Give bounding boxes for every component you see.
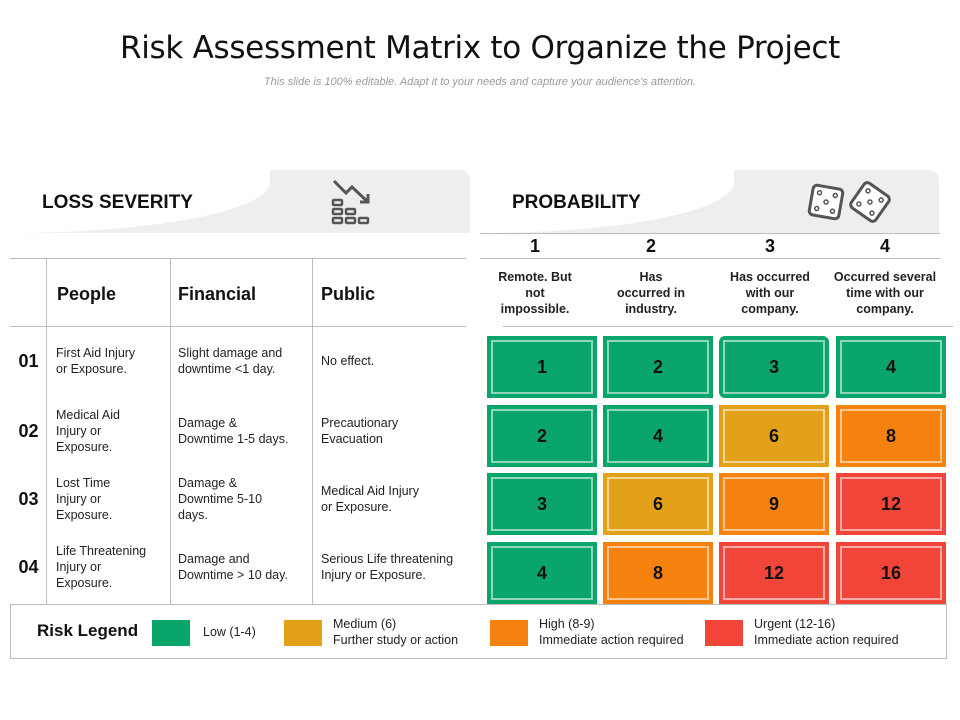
loss-severity-banner: LOSS SEVERITY — [10, 170, 470, 233]
legend-swatch-high — [490, 620, 528, 646]
risk-score: 2 — [652, 356, 663, 377]
column-header-public: Public — [321, 284, 376, 304]
risk-matrix-cell-low: 3 — [719, 336, 829, 398]
risk-score: 1 — [536, 356, 547, 377]
legend-swatch-medium — [284, 620, 322, 646]
severity-row-cell: Damage & Downtime 1-5 days. — [178, 396, 310, 466]
probability-label: PROBABILITY — [512, 192, 641, 213]
severity-row-cell: 04 — [10, 532, 47, 602]
severity-row-cell: Lost Time Injury or Exposure. — [56, 464, 168, 534]
severity-row-cell: 03 — [10, 464, 47, 534]
severity-row-number: 03 — [18, 488, 39, 509]
severity-row-cell: No effect. — [321, 326, 466, 396]
risk-legend: Risk Legend Low (1-4) Medium (6) Further… — [10, 604, 947, 659]
probability-level-description: Has occurred in industry. — [616, 270, 686, 316]
people-cell: Lost Time Injury or Exposure. — [56, 476, 113, 522]
probability-level-description: Has occurred with our company. — [730, 270, 810, 316]
risk-score: 6 — [768, 425, 779, 446]
risk-matrix-cell-high: 8 — [836, 405, 946, 467]
people-cell: Life Threatening Injury or Exposure. — [56, 544, 147, 590]
severity-row-number: 01 — [18, 350, 39, 371]
risk-matrix-cell-medium: 6 — [603, 473, 713, 535]
legend-label-urgent: Urgent (12-16) Immediate action required — [754, 617, 899, 647]
risk-score: 4 — [885, 356, 896, 377]
severity-row-cell: Life Threatening Injury or Exposure. — [56, 532, 168, 602]
declining-chart-icon — [331, 179, 370, 225]
risk-matrix-cell-urgent: 12 — [719, 542, 829, 604]
people-cell: Medical Aid Injury or Exposure. — [56, 408, 120, 454]
financial-cell: Damage and Downtime > 10 day. — [178, 552, 288, 582]
severity-row-cell: Serious Life threatening Injury or Expos… — [321, 532, 466, 602]
financial-cell: Damage & Downtime 5-10 days. — [178, 476, 263, 522]
probability-level-number: 1 — [529, 236, 540, 256]
risk-matrix-cell-low: 2 — [603, 336, 713, 398]
risk-score: 4 — [536, 562, 547, 583]
risk-matrix-cell-urgent: 16 — [836, 542, 946, 604]
risk-matrix-cell-urgent: 12 — [836, 473, 946, 535]
risk-matrix-cell-medium: 6 — [719, 405, 829, 467]
probability-level-number: 3 — [764, 236, 775, 256]
risk-score: 8 — [652, 562, 663, 583]
risk-matrix-cell-low: 1 — [487, 336, 597, 398]
legend-label-medium: Medium (6) Further study or action — [333, 617, 459, 647]
severity-row-number: 04 — [18, 556, 39, 577]
risk-matrix-cell-low: 4 — [836, 336, 946, 398]
risk-matrix-cell-low: 2 — [487, 405, 597, 467]
risk-matrix-cell-high: 8 — [603, 542, 713, 604]
financial-cell: Damage & Downtime 1-5 days. — [178, 416, 289, 446]
risk-score: 12 — [763, 562, 785, 583]
severity-row-cell: Precautionary Evacuation — [321, 396, 466, 466]
risk-score: 9 — [768, 493, 779, 514]
severity-row-cell: 01 — [10, 326, 47, 396]
legend-title: Risk Legend — [37, 621, 139, 640]
severity-row-cell: 02 — [10, 396, 47, 466]
severity-row-cell: Medical Aid Injury or Exposure. — [321, 464, 466, 534]
severity-row-cell: Damage & Downtime 5-10 days. — [178, 464, 310, 534]
probability-level-description: Remote. But not impossible. — [498, 270, 572, 316]
probability-level-number: 4 — [879, 236, 890, 256]
loss-severity-label: LOSS SEVERITY — [42, 192, 193, 213]
legend-label-high: High (8-9) Immediate action required — [539, 617, 684, 647]
probability-level-description: Occurred several time with our company. — [833, 270, 937, 316]
legend-swatch-urgent — [705, 620, 743, 646]
risk-matrix-cell-low: 4 — [603, 405, 713, 467]
public-cell: Precautionary Evacuation — [321, 416, 399, 446]
severity-row-cell: Damage and Downtime > 10 day. — [178, 532, 310, 602]
risk-matrix-cell-low: 3 — [487, 473, 597, 535]
risk-score: 8 — [885, 425, 896, 446]
severity-row-number: 02 — [18, 420, 39, 441]
probability-level-number: 2 — [645, 236, 656, 256]
column-header-people: People — [57, 284, 117, 304]
risk-score: 3 — [768, 356, 779, 377]
probability-banner: PROBABILITY — [484, 170, 939, 233]
risk-score: 3 — [536, 493, 547, 514]
risk-score: 4 — [652, 425, 663, 446]
severity-row-cell: First Aid Injury or Exposure. — [56, 326, 168, 396]
severity-row-cell: Slight damage and downtime <1 day. — [178, 326, 310, 396]
slide-title: Risk Assessment Matrix to Organize the P… — [119, 30, 841, 66]
public-cell: Medical Aid Injury or Exposure. — [321, 484, 419, 514]
risk-score: 12 — [880, 493, 902, 514]
people-cell: First Aid Injury or Exposure. — [56, 346, 136, 376]
slide-subtitle: This slide is 100% editable. Adapt it to… — [263, 76, 697, 88]
risk-score: 16 — [880, 562, 902, 583]
severity-row-cell: Medical Aid Injury or Exposure. — [56, 396, 168, 466]
risk-matrix-cell-high: 9 — [719, 473, 829, 535]
dice-icon — [807, 181, 891, 223]
column-header-financial: Financial — [178, 284, 257, 304]
public-cell: No effect. — [321, 354, 375, 368]
public-cell: Serious Life threatening Injury or Expos… — [321, 552, 454, 582]
risk-score: 2 — [536, 425, 547, 446]
legend-label-low: Low (1-4) — [203, 625, 256, 639]
risk-matrix-cell-low: 4 — [487, 542, 597, 604]
risk-score: 6 — [652, 493, 663, 514]
legend-swatch-low — [152, 620, 190, 646]
financial-cell: Slight damage and downtime <1 day. — [178, 346, 283, 376]
